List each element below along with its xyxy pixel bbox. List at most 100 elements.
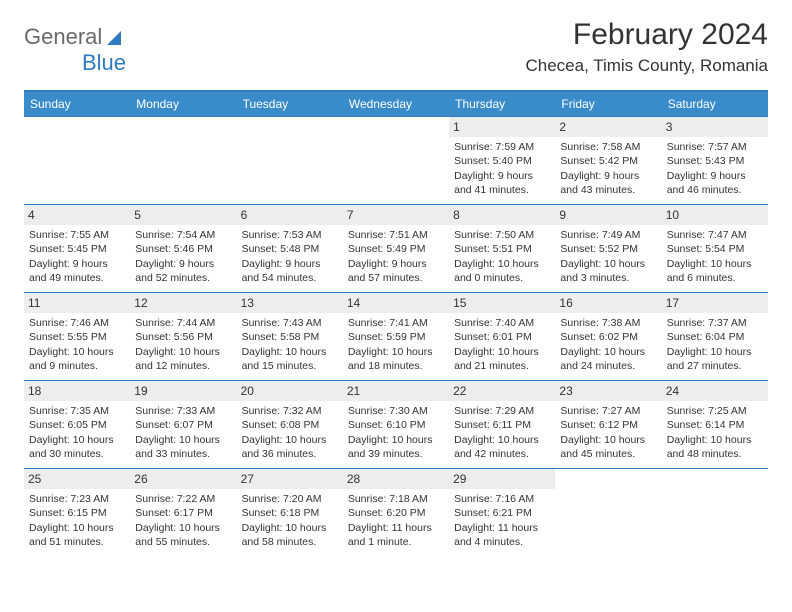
day-info: Sunrise: 7:55 AMSunset: 5:45 PMDaylight:… <box>28 228 126 285</box>
calendar-day-cell: 18 Sunrise: 7:35 AMSunset: 6:05 PMDayligh… <box>24 381 130 469</box>
calendar-week-row: 18 Sunrise: 7:35 AMSunset: 6:05 PMDayligh… <box>24 381 768 469</box>
daylight-text: Daylight: 10 hours and 0 minutes. <box>454 257 550 285</box>
day-number: 24 <box>662 381 768 401</box>
day-info: Sunrise: 7:43 AMSunset: 5:58 PMDaylight:… <box>241 316 339 373</box>
sunrise-text: Sunrise: 7:49 AM <box>560 228 656 242</box>
day-number: 14 <box>343 293 449 313</box>
calendar-day-cell: 6Sunrise: 7:53 AMSunset: 5:48 PMDaylight… <box>237 205 343 293</box>
daylight-text: Daylight: 10 hours and 55 minutes. <box>135 521 231 549</box>
calendar-day-cell: 23Sunrise: 7:27 AMSunset: 6:12 PMDayligh… <box>555 381 661 469</box>
day-info: Sunrise: 7:40 AMSunset: 6:01 PMDaylight:… <box>453 316 551 373</box>
weekday-header: Wednesday <box>343 91 449 117</box>
calendar-day-cell: 24 Sunrise: 7:25 AMSunset: 6:14 PMDayligh… <box>662 381 768 469</box>
daylight-text: Daylight: 9 hours and 49 minutes. <box>29 257 125 285</box>
triangle-icon <box>107 31 121 45</box>
calendar-day-cell: 27Sunrise: 7:20 AMSunset: 6:18 PMDayligh… <box>237 469 343 557</box>
day-info: Sunrise: 7:37 AMSunset: 6:04 PMDaylight:… <box>666 316 764 373</box>
day-info: Sunrise: 7:35 AMSunset: 6:05 PMDaylight:… <box>28 404 126 461</box>
sunset-text: Sunset: 5:40 PM <box>454 154 550 168</box>
sunrise-text: Sunrise: 7:46 AM <box>29 316 125 330</box>
calendar-day-cell: 9Sunrise: 7:49 AMSunset: 5:52 PMDaylight… <box>555 205 661 293</box>
sunset-text: Sunset: 6:04 PM <box>667 330 763 344</box>
calendar-week-row: 11 Sunrise: 7:46 AMSunset: 5:55 PM Dayligh… <box>24 293 768 381</box>
day-number: 10 <box>662 205 768 225</box>
calendar-empty-cell <box>237 117 343 205</box>
sunrise-text: Sunrise: 7:22 AM <box>135 492 231 506</box>
daylight-text: Daylight: 10 hours and 42 minutes. <box>454 433 550 461</box>
day-number: 9 <box>555 205 661 225</box>
day-info: Sunrise: 7:50 AMSunset: 5:51 PMDaylight:… <box>453 228 551 285</box>
sunrise-text: Sunrise: 7:40 AM <box>454 316 550 330</box>
calendar-day-cell: 20Sunrise: 7:32 AMSunset: 6:08 PMDayligh… <box>237 381 343 469</box>
sunset-text: Sunset: 5:58 PM <box>242 330 338 344</box>
daylight-text: Daylight: 11 hours and 4 minutes. <box>454 521 550 549</box>
daylight-text: Daylight: 10 hours and 15 minutes. <box>242 345 338 373</box>
calendar-day-cell: 2Sunrise: 7:58 AMSunset: 5:42 PMDaylight… <box>555 117 661 205</box>
calendar-day-cell: 26 Sunrise: 7:22 AMSunset: 6:17 PMDayligh… <box>130 469 236 557</box>
day-number: 13 <box>237 293 343 313</box>
logo: General <box>24 18 123 50</box>
daylight-text: Daylight: 10 hours and 6 minutes. <box>667 257 763 285</box>
sunrise-text: Sunrise: 7:57 AM <box>667 140 763 154</box>
sunrise-text: Sunrise: 7:54 AM <box>135 228 231 242</box>
day-number: 22 <box>449 381 555 401</box>
daylight-text: Daylight: 9 hours and 46 minutes. <box>667 169 763 197</box>
calendar-day-cell: 25 Sunrise: 7:23 AMSunset: 6:15 PMDayligh… <box>24 469 130 557</box>
sunset-text: Sunset: 6:15 PM <box>29 506 125 520</box>
sunrise-text: Sunrise: 7:55 AM <box>29 228 125 242</box>
calendar-empty-cell <box>343 117 449 205</box>
weekday-header: Saturday <box>662 91 768 117</box>
day-info: Sunrise: 7:33 AMSunset: 6:07 PMDaylight:… <box>134 404 232 461</box>
location-text: Checea, Timis County, Romania <box>525 56 768 76</box>
sunset-text: Sunset: 6:20 PM <box>348 506 444 520</box>
sunrise-text: Sunrise: 7:29 AM <box>454 404 550 418</box>
daylight-text: Daylight: 10 hours and 36 minutes. <box>242 433 338 461</box>
day-number: 18 <box>24 381 130 401</box>
day-number: 25 <box>24 469 130 489</box>
sunset-text: Sunset: 6:17 PM <box>135 506 231 520</box>
weekday-header-row: SundayMondayTuesdayWednesdayThursdayFrid… <box>24 91 768 117</box>
day-number: 1 <box>449 117 555 137</box>
logo-text-blue: Blue <box>82 50 126 75</box>
calendar-day-cell: 10 Sunrise: 7:47 AMSunset: 5:54 PMDayligh… <box>662 205 768 293</box>
sunset-text: Sunset: 6:10 PM <box>348 418 444 432</box>
day-number: 29 <box>449 469 555 489</box>
daylight-text: Daylight: 10 hours and 51 minutes. <box>29 521 125 549</box>
day-info: Sunrise: 7:20 AMSunset: 6:18 PMDaylight:… <box>241 492 339 549</box>
daylight-text: Daylight: 9 hours and 43 minutes. <box>560 169 656 197</box>
calendar-week-row: 1 Sunrise: 7:59 AMSunset: 5:40 PMDaylight… <box>24 117 768 205</box>
day-number: 11 <box>24 293 130 313</box>
daylight-text: Daylight: 10 hours and 58 minutes. <box>242 521 338 549</box>
day-number: 17 <box>662 293 768 313</box>
day-info: Sunrise: 7:16 AMSunset: 6:21 PMDaylight:… <box>453 492 551 549</box>
calendar-body: 1 Sunrise: 7:59 AMSunset: 5:40 PMDaylight… <box>24 117 768 557</box>
calendar-empty-cell <box>130 117 236 205</box>
sunrise-text: Sunrise: 7:53 AM <box>242 228 338 242</box>
sunset-text: Sunset: 5:48 PM <box>242 242 338 256</box>
sunrise-text: Sunrise: 7:50 AM <box>454 228 550 242</box>
calendar-day-cell: 15Sunrise: 7:40 AMSunset: 6:01 PMDayligh… <box>449 293 555 381</box>
day-number: 3 <box>662 117 768 137</box>
sunrise-text: Sunrise: 7:25 AM <box>667 404 763 418</box>
day-info: Sunrise: 7:18 AMSunset: 6:20 PMDaylight:… <box>347 492 445 549</box>
sunrise-text: Sunrise: 7:23 AM <box>29 492 125 506</box>
sunset-text: Sunset: 5:55 PM <box>29 330 125 344</box>
daylight-text: Daylight: 10 hours and 21 minutes. <box>454 345 550 373</box>
daylight-text: Daylight: 9 hours and 54 minutes. <box>242 257 338 285</box>
calendar-day-cell: 1 Sunrise: 7:59 AMSunset: 5:40 PMDaylight… <box>449 117 555 205</box>
day-info: Sunrise: 7:59 AMSunset: 5:40 PMDaylight:… <box>453 140 551 197</box>
daylight-text: Daylight: 9 hours and 41 minutes. <box>454 169 550 197</box>
day-info: Sunrise: 7:22 AMSunset: 6:17 PMDaylight:… <box>134 492 232 549</box>
sunrise-text: Sunrise: 7:30 AM <box>348 404 444 418</box>
weekday-header: Thursday <box>449 91 555 117</box>
weekday-header: Friday <box>555 91 661 117</box>
sunset-text: Sunset: 6:01 PM <box>454 330 550 344</box>
day-info: Sunrise: 7:47 AMSunset: 5:54 PMDaylight:… <box>666 228 764 285</box>
daylight-text: Daylight: 10 hours and 48 minutes. <box>667 433 763 461</box>
day-number: 26 <box>130 469 236 489</box>
sunset-text: Sunset: 6:05 PM <box>29 418 125 432</box>
day-number: 16 <box>555 293 661 313</box>
day-info: Sunrise: 7:25 AMSunset: 6:14 PMDaylight:… <box>666 404 764 461</box>
day-number: 12 <box>130 293 236 313</box>
sunset-text: Sunset: 6:21 PM <box>454 506 550 520</box>
